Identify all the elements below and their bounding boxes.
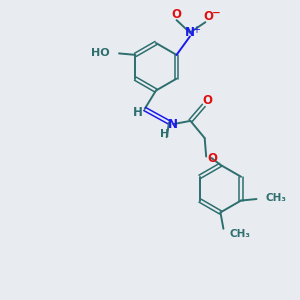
Text: −: − — [212, 8, 221, 18]
Text: O: O — [202, 94, 212, 106]
Text: CH₃: CH₃ — [230, 229, 251, 239]
Text: N: N — [185, 26, 195, 39]
Text: HO: HO — [91, 48, 110, 58]
Text: N: N — [168, 118, 178, 130]
Text: H: H — [160, 129, 170, 139]
Text: H: H — [133, 106, 143, 119]
Text: O: O — [171, 8, 181, 21]
Text: O: O — [203, 10, 213, 23]
Text: CH₃: CH₃ — [266, 194, 286, 203]
Text: O: O — [208, 152, 218, 164]
Text: +: + — [193, 25, 200, 35]
